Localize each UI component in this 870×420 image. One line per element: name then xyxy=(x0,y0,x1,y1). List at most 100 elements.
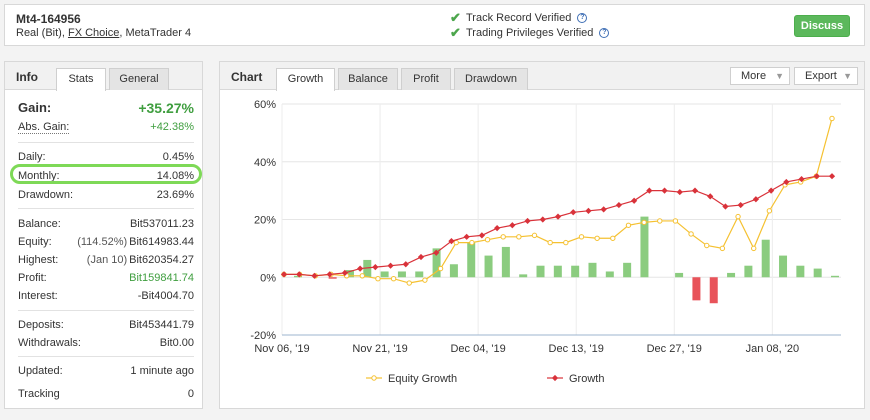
tab-drawdown[interactable]: Drawdown xyxy=(454,68,528,90)
growth-point xyxy=(402,261,409,268)
growth-point xyxy=(752,196,760,203)
bar xyxy=(415,271,424,278)
gain-value: +35.27% xyxy=(138,100,194,116)
help-icon[interactable]: ? xyxy=(599,28,610,38)
interest-value: -Bit4004.70 xyxy=(137,290,194,302)
bar xyxy=(623,262,632,278)
growth-point xyxy=(387,262,394,269)
updated-value: 1 minute ago xyxy=(130,365,194,377)
growth-point xyxy=(707,193,714,200)
growth-point xyxy=(661,187,668,194)
bar xyxy=(727,272,736,278)
equity-growth-point xyxy=(422,277,428,283)
chevron-down-icon: ▼ xyxy=(843,71,852,81)
equity-growth-point xyxy=(516,234,522,240)
growth-point xyxy=(767,187,775,194)
bar xyxy=(640,216,649,278)
profit-value: Bit159841.74 xyxy=(129,272,194,284)
highest-value: (Jan 10) Bit620354.27 xyxy=(87,254,194,266)
monthly-label: Monthly: xyxy=(18,170,60,182)
bar xyxy=(467,242,476,278)
growth-point xyxy=(615,201,623,209)
bar xyxy=(692,277,701,301)
discuss-button[interactable]: Discuss xyxy=(794,15,850,37)
y-tick-label: 20% xyxy=(254,215,276,227)
equity-growth-point xyxy=(735,213,741,220)
bar xyxy=(813,268,822,278)
equity-value: (114.52%) Bit614983.44 xyxy=(77,236,194,248)
growth-point xyxy=(372,264,379,271)
highest-label: Highest: xyxy=(18,254,59,266)
bar xyxy=(553,265,562,278)
bar xyxy=(761,239,770,278)
divider xyxy=(18,310,194,311)
legend-equity-marker xyxy=(371,375,377,381)
equity-growth-point xyxy=(610,235,616,241)
trading-privileges-verified: ✔ Trading Privileges Verified ? xyxy=(450,25,610,41)
more-label: More xyxy=(741,70,767,82)
growth-point xyxy=(646,187,653,194)
bar xyxy=(536,265,545,278)
gain-label: Gain: xyxy=(18,100,52,115)
bar xyxy=(519,274,528,278)
checkmark-icon: ✔ xyxy=(450,10,461,25)
chart-title: Chart xyxy=(231,70,263,84)
equity-growth-point xyxy=(829,115,835,122)
growth-point xyxy=(356,265,364,272)
bar xyxy=(501,246,510,278)
equity-growth-point xyxy=(704,242,710,249)
balance-label: Balance: xyxy=(18,218,61,230)
export-dropdown[interactable]: Export ▼ xyxy=(794,67,858,85)
bar xyxy=(432,248,441,278)
tab-balance[interactable]: Balance xyxy=(338,68,398,90)
interest-label: Interest: xyxy=(18,290,58,302)
legend-growth-label: Growth xyxy=(569,373,604,385)
equity-growth-point xyxy=(359,273,365,279)
equity-label: Equity: xyxy=(18,236,52,248)
growth-point xyxy=(570,209,577,216)
equity-growth-point xyxy=(751,245,757,252)
info-title: Info xyxy=(16,70,38,84)
chart-panel: Chart Growth Balance Profit Drawdown Mor… xyxy=(219,61,865,409)
growth-point xyxy=(676,188,683,196)
equity-growth-point xyxy=(453,239,459,246)
tracking-value: 0 xyxy=(187,388,194,400)
equity-growth-point xyxy=(500,234,506,240)
bar xyxy=(675,272,684,278)
bar xyxy=(796,265,805,278)
growth-point xyxy=(524,217,531,225)
equity-growth-point xyxy=(406,280,412,286)
x-tick-label: Dec 04, '19 xyxy=(450,343,505,355)
bar xyxy=(571,265,580,278)
equity-growth-point xyxy=(390,275,397,282)
help-icon[interactable]: ? xyxy=(577,13,588,23)
more-dropdown[interactable]: More ▼ xyxy=(730,67,790,85)
withdrawals-label: Withdrawals: xyxy=(18,337,81,349)
monthly-value: 14.08% xyxy=(156,170,194,182)
account-title: Mt4-164956 xyxy=(16,12,81,26)
broker-link[interactable]: FX Choice xyxy=(67,27,120,39)
tab-general[interactable]: General xyxy=(109,68,169,90)
tab-growth[interactable]: Growth xyxy=(276,68,335,91)
trading-privileges-label: Trading Privileges Verified xyxy=(466,27,594,39)
export-label: Export xyxy=(805,70,837,82)
abs-gain-label[interactable]: Abs. Gain: xyxy=(18,121,70,134)
bar xyxy=(831,275,839,278)
x-tick-label: Nov 06, '19 xyxy=(254,343,309,355)
x-tick-label: Dec 27, '19 xyxy=(647,343,702,355)
tab-stats[interactable]: Stats xyxy=(56,68,106,91)
bar xyxy=(588,262,597,278)
bar xyxy=(380,271,389,278)
deposits-value: Bit453441.79 xyxy=(129,319,194,331)
growth-point xyxy=(813,173,820,180)
equity-growth-point xyxy=(766,208,773,214)
legend-equity-label: Equity Growth xyxy=(388,373,457,385)
bar xyxy=(345,270,354,278)
equity-growth-point xyxy=(641,219,647,226)
equity-growth-point xyxy=(563,239,569,246)
tab-profit[interactable]: Profit xyxy=(401,68,451,90)
info-tabs: Info Stats General xyxy=(5,62,202,91)
highest-date: (Jan 10) xyxy=(86,254,128,266)
withdrawals-value: Bit0.00 xyxy=(159,337,194,349)
balance-value: Bit537011.23 xyxy=(129,218,194,230)
